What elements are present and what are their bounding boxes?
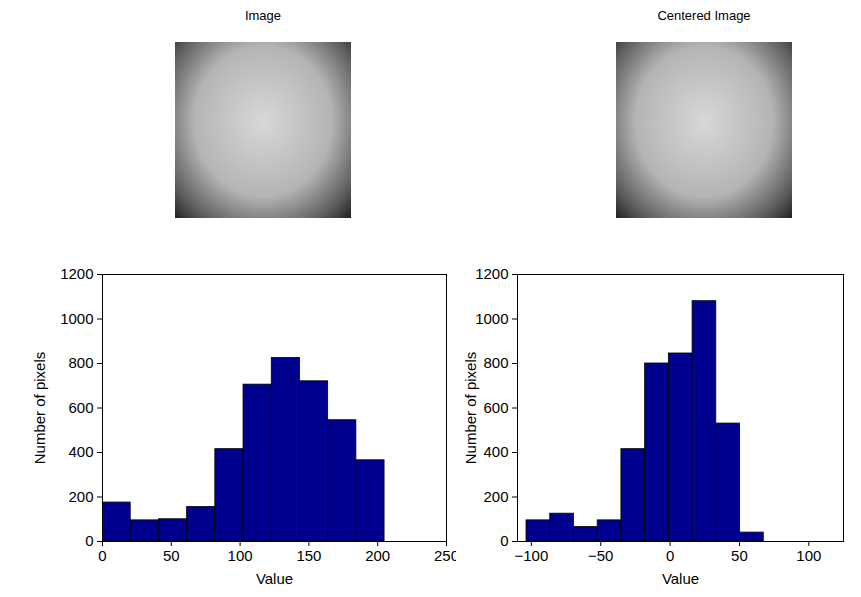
svg-text:0: 0	[666, 547, 674, 564]
svg-text:600: 600	[68, 399, 93, 416]
svg-text:50: 50	[731, 547, 748, 564]
svg-text:400: 400	[68, 443, 93, 460]
svg-text:1200: 1200	[60, 265, 93, 282]
svg-text:150: 150	[296, 547, 321, 564]
svg-text:200: 200	[365, 547, 390, 564]
svg-text:0: 0	[85, 532, 93, 549]
svg-text:0: 0	[98, 547, 106, 564]
svg-text:Value: Value	[256, 570, 293, 587]
svg-text:800: 800	[68, 354, 93, 371]
svg-text:100: 100	[796, 547, 821, 564]
svg-text:Number of pixels: Number of pixels	[462, 352, 479, 465]
svg-text:400: 400	[483, 443, 508, 460]
svg-text:200: 200	[68, 488, 93, 505]
svg-text:−50: −50	[588, 547, 613, 564]
svg-text:1000: 1000	[60, 310, 93, 327]
svg-text:100: 100	[228, 547, 253, 564]
svg-text:Value: Value	[662, 570, 699, 587]
svg-text:250: 250	[434, 547, 456, 564]
svg-text:600: 600	[483, 399, 508, 416]
svg-text:50: 50	[163, 547, 180, 564]
html-text:Image: Image	[244, 8, 282, 23]
svg-text:0: 0	[500, 532, 508, 549]
svg-text:Number of pixels: Number of pixels	[31, 352, 48, 465]
svg-text:800: 800	[483, 354, 508, 371]
html-text:Centered Image: Centered Image	[657, 8, 751, 23]
svg-text:1200: 1200	[475, 265, 508, 282]
svg-text:200: 200	[483, 488, 508, 505]
svg-text:−100: −100	[514, 547, 548, 564]
svg-text:1000: 1000	[475, 310, 508, 327]
